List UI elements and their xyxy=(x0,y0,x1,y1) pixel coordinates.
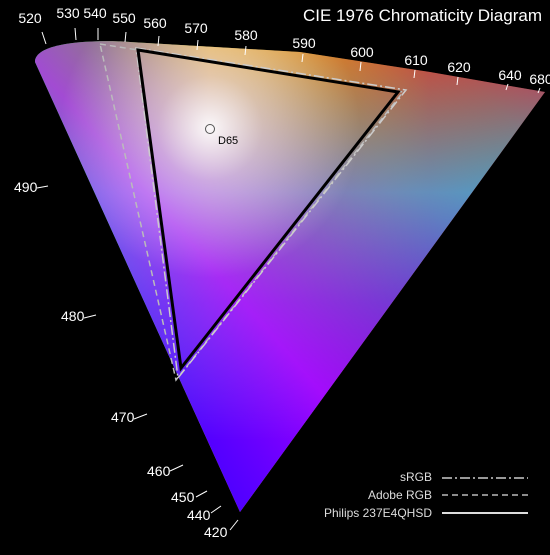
legend: sRGB Adobe RGB Philips 237E4QHSD xyxy=(324,470,528,520)
wavelength-tick-640 xyxy=(505,83,509,91)
wavelength-tick-520 xyxy=(41,31,47,45)
wavelength-tick-680 xyxy=(537,87,541,94)
wavelength-label-610: 610 xyxy=(404,52,428,68)
legend-label-srgb: sRGB xyxy=(400,470,432,484)
legend-label-adobe-rgb: Adobe RGB xyxy=(368,488,432,502)
wavelength-label-530: 530 xyxy=(56,5,80,21)
wavelength-label-520: 520 xyxy=(18,10,42,26)
wavelength-label-640: 640 xyxy=(498,67,522,83)
legend-label-philips: Philips 237E4QHSD xyxy=(324,506,432,520)
wavelength-tick-590 xyxy=(301,53,304,63)
wavelength-tick-600 xyxy=(359,61,362,72)
srgb-triangle xyxy=(135,47,408,380)
wavelength-label-480: 480 xyxy=(61,308,85,324)
wavelength-tick-560 xyxy=(157,35,160,47)
chart-title: CIE 1976 Chromaticity Diagram xyxy=(302,6,542,25)
wavelength-tick-440 xyxy=(210,505,222,514)
wavelength-label-620: 620 xyxy=(447,59,471,75)
wavelength-labels: 520 530 540 550 560 570 580 590 600 610 620 640 680 4… xyxy=(14,5,550,540)
wavelength-tick-460 xyxy=(169,464,184,472)
wavelength-label-440: 440 xyxy=(187,507,211,523)
wavelength-tick-570 xyxy=(196,39,199,51)
white-point-label: D65 xyxy=(218,135,238,147)
philips-gamut-triangle xyxy=(136,48,401,372)
wavelength-label-560: 560 xyxy=(143,15,167,31)
wavelength-label-590: 590 xyxy=(292,35,316,51)
wavelength-tick-610 xyxy=(413,69,416,79)
wavelength-tick-450 xyxy=(195,490,208,498)
white-point-marker xyxy=(205,124,215,134)
wavelength-tick-420 xyxy=(229,519,239,531)
wavelength-label-420: 420 xyxy=(204,524,228,540)
wavelength-label-450: 450 xyxy=(171,489,195,505)
wavelength-tick-470 xyxy=(133,413,148,420)
wavelength-tick-550 xyxy=(124,31,127,43)
wavelength-tick-620 xyxy=(456,76,459,86)
wavelength-tick-580 xyxy=(244,45,247,56)
wavelength-tick-490 xyxy=(36,185,49,189)
wavelength-label-540: 540 xyxy=(83,5,107,21)
wavelength-label-470: 470 xyxy=(111,409,135,425)
wavelength-label-490: 490 xyxy=(14,179,38,195)
wavelength-label-680: 680 xyxy=(529,71,550,87)
wavelength-label-460: 460 xyxy=(147,463,171,479)
wavelength-label-600: 600 xyxy=(350,44,374,60)
wavelength-tick-530 xyxy=(74,27,77,41)
wavelength-label-570: 570 xyxy=(184,20,208,36)
wavelength-label-580: 580 xyxy=(234,27,258,43)
wavelength-tick-480 xyxy=(83,314,97,319)
wavelength-label-550: 550 xyxy=(112,10,136,26)
